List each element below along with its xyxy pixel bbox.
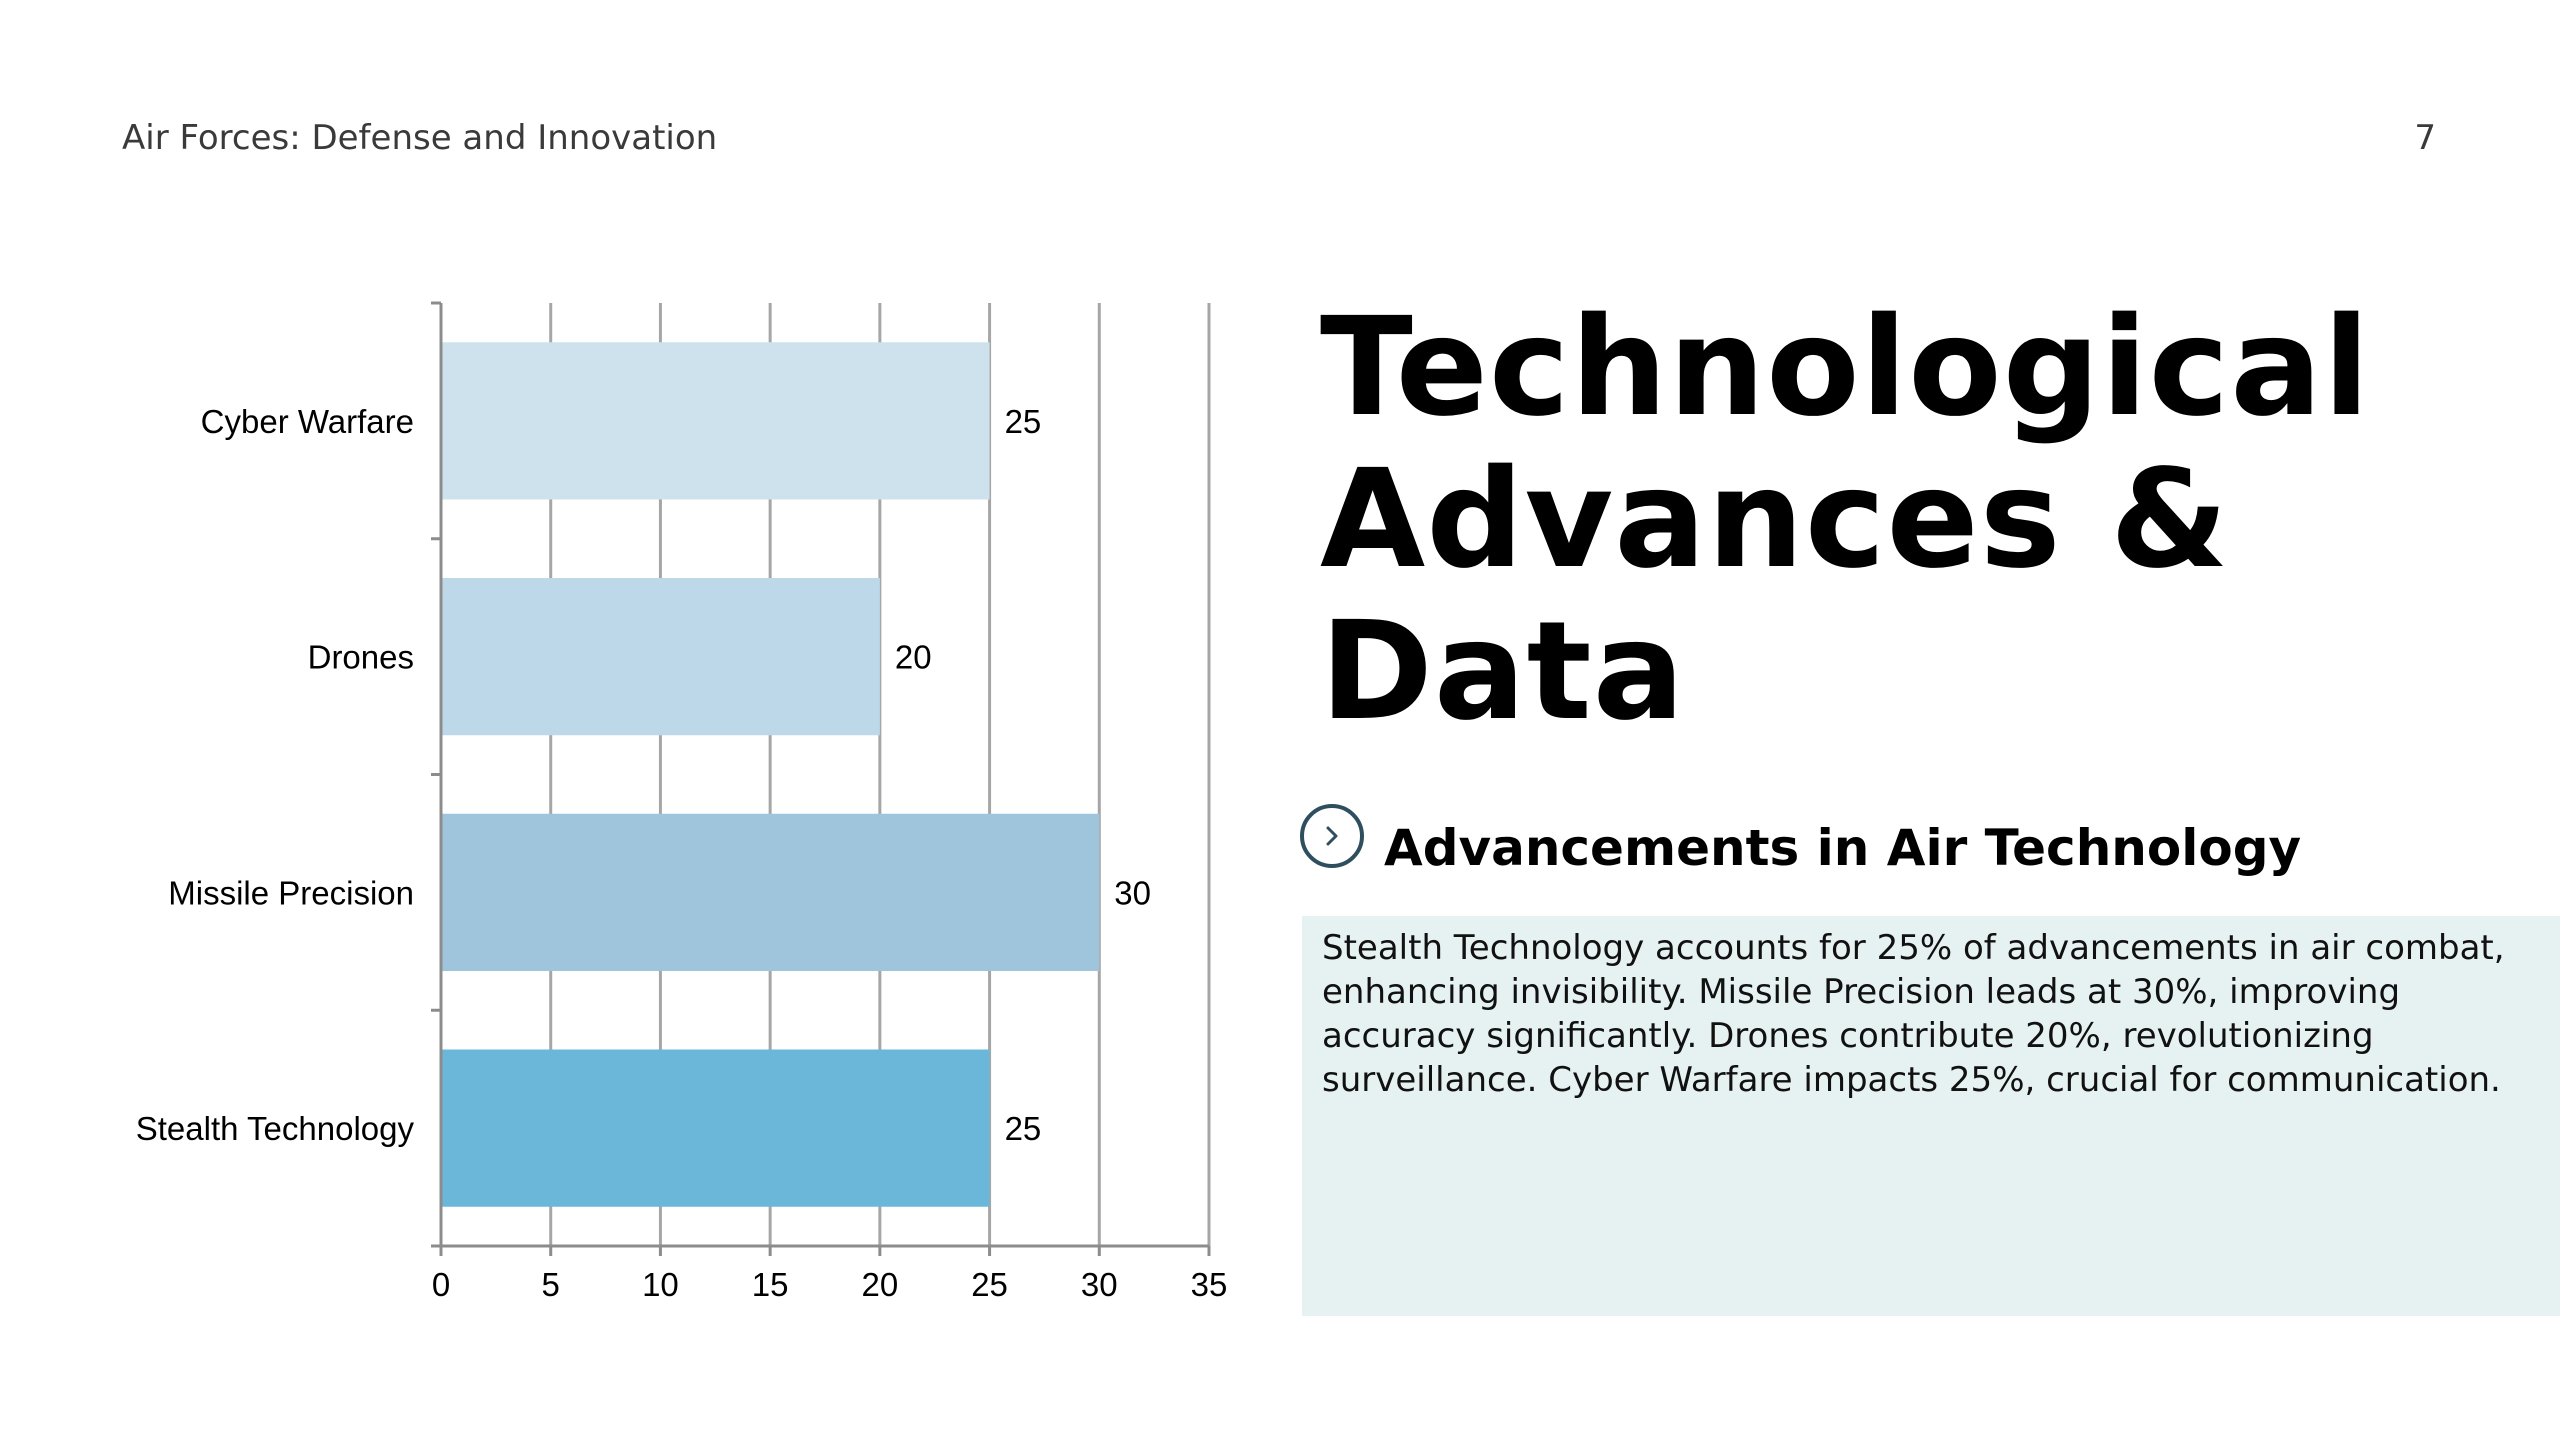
subheading-label: Advancements in Air Technology	[1384, 819, 2302, 877]
body-text-box: Stealth Technology accounts for 25% of a…	[1302, 916, 2560, 1316]
subheading: Advancements in Air Technology	[1300, 800, 2301, 877]
page-title: Technological Advances & Data	[1320, 289, 2371, 751]
bar-chart: 0 5 10 15 20 25 30 35 Cyber Warfare 25 Drones 20 Mis…	[136, 301, 1228, 1303]
x-tick-label: 15	[752, 1266, 789, 1303]
data-label: 30	[1114, 874, 1151, 911]
x-tick-label: 10	[642, 1266, 679, 1303]
category-label: Stealth Technology	[136, 1110, 415, 1147]
chart-bars	[441, 342, 1100, 1207]
category-label: Missile Precision	[168, 874, 414, 911]
x-tick-label: 30	[1081, 1266, 1118, 1303]
data-label: 25	[1005, 403, 1042, 440]
x-tick-label: 0	[432, 1266, 450, 1303]
bar	[441, 578, 880, 736]
bar	[441, 813, 1100, 971]
chart-labels: 0 5 10 15 20 25 30 35 Cyber Warfare 25 Drones 20 Mis…	[136, 403, 1228, 1303]
bar	[441, 342, 990, 500]
category-label: Drones	[308, 639, 414, 676]
data-label: 25	[1005, 1110, 1042, 1147]
bar	[441, 1049, 990, 1207]
x-tick-label: 20	[861, 1266, 898, 1303]
data-label: 20	[895, 639, 932, 676]
x-tick-label: 25	[971, 1266, 1008, 1303]
category-label: Cyber Warfare	[201, 403, 414, 440]
x-tick-label: 35	[1191, 1266, 1228, 1303]
header-title: Air Forces: Defense and Innovation	[122, 118, 718, 158]
page-number: 7	[2414, 118, 2436, 158]
x-tick-label: 5	[542, 1266, 560, 1303]
chevron-right-icon[interactable]	[1300, 804, 1364, 868]
chart-axes	[431, 301, 1211, 1256]
body-text: Stealth Technology accounts for 25% of a…	[1322, 928, 2505, 1100]
